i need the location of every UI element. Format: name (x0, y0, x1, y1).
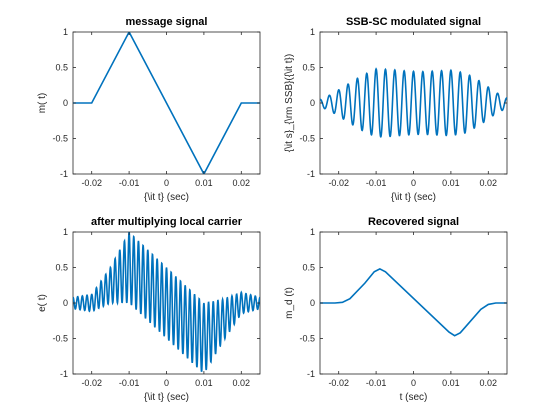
y-tick-label: 0 (310, 98, 315, 108)
x-axis-label: t (sec) (400, 392, 428, 403)
y-tick-label: -1 (307, 369, 315, 379)
x-tick-label: 0 (164, 378, 169, 388)
subplot-3: -0.02 -0.01 0 0.01 0.02 -1 -0.5 0 0.5 1 after mult… (37, 216, 261, 403)
subplot-4: -0.02 -0.01 0 0.01 0.02 -1 -0.5 0 0.5 1 Recovered … (284, 216, 508, 403)
y-tick-label: 0 (310, 298, 315, 308)
x-tick-label: 0 (411, 178, 416, 188)
series-line (320, 268, 507, 337)
y-tick-label: 0 (63, 298, 68, 308)
y-tick-label: 1 (63, 227, 68, 237)
y-tick-label: 1 (310, 227, 315, 237)
chart-title: message signal (126, 16, 208, 28)
x-tick-label: 0.01 (195, 178, 213, 188)
x-axis-label: {\it t} (sec) (391, 192, 436, 203)
x-tick-label: -0.02 (328, 378, 349, 388)
y-tick-label: -1 (307, 169, 315, 179)
y-tick-label: 0 (63, 98, 68, 108)
y-tick-label: 0.5 (55, 63, 68, 73)
x-tick-label: 0.02 (233, 378, 251, 388)
x-tick-label: 0.02 (480, 178, 498, 188)
x-tick-label: -0.01 (119, 178, 140, 188)
axes-box (319, 31, 508, 175)
y-tick-label: -0.5 (52, 134, 68, 144)
series-line (73, 32, 260, 174)
x-tick-label: -0.01 (366, 378, 387, 388)
y-tick-label: -1 (60, 369, 68, 379)
x-tick-label: -0.01 (366, 178, 387, 188)
x-tick-label: 0.02 (480, 378, 498, 388)
x-tick-label: 0.02 (233, 178, 251, 188)
y-axis-label: m_d (t) (284, 287, 295, 319)
y-tick-label: 0.5 (302, 263, 315, 273)
y-tick-label: 0.5 (302, 63, 315, 73)
subplot-2: -0.02 -0.01 0 0.01 0.02 -1 -0.5 0 0.5 1 SSB-SC mod… (284, 16, 508, 203)
y-axis-label: m( t) (37, 93, 48, 114)
x-tick-label: -0.02 (81, 178, 102, 188)
chart-title: Recovered signal (368, 216, 459, 228)
x-tick-label: 0 (411, 378, 416, 388)
x-tick-label: -0.02 (328, 178, 349, 188)
series-line (320, 67, 507, 138)
x-tick-label: 0 (164, 178, 169, 188)
chart-title: after multiplying local carrier (91, 216, 243, 228)
x-tick-label: 0.01 (195, 378, 213, 388)
y-tick-label: 0.5 (55, 263, 68, 273)
y-tick-label: -1 (60, 169, 68, 179)
x-axis-label: {\it t} (sec) (144, 192, 189, 203)
subplot-1: -0.02 -0.01 0 0.01 0.02 -1 -0.5 0 0.5 1 message si… (37, 16, 261, 203)
series-line (73, 232, 260, 372)
x-tick-label: -0.01 (119, 378, 140, 388)
axes-box (319, 231, 508, 375)
chart-title: SSB-SC modulated signal (346, 16, 481, 28)
x-tick-label: 0.01 (442, 378, 460, 388)
y-axis-label: {\it s}_{\rm SSB}({\it t}) (284, 54, 295, 152)
y-tick-label: -0.5 (299, 334, 315, 344)
x-tick-label: -0.02 (81, 378, 102, 388)
y-tick-label: -0.5 (299, 134, 315, 144)
y-axis-label: e( t) (37, 294, 48, 312)
y-tick-label: -0.5 (52, 334, 68, 344)
y-tick-label: 1 (63, 27, 68, 37)
y-tick-label: 1 (310, 27, 315, 37)
x-axis-label: {\it t} (sec) (144, 392, 189, 403)
x-tick-label: 0.01 (442, 178, 460, 188)
